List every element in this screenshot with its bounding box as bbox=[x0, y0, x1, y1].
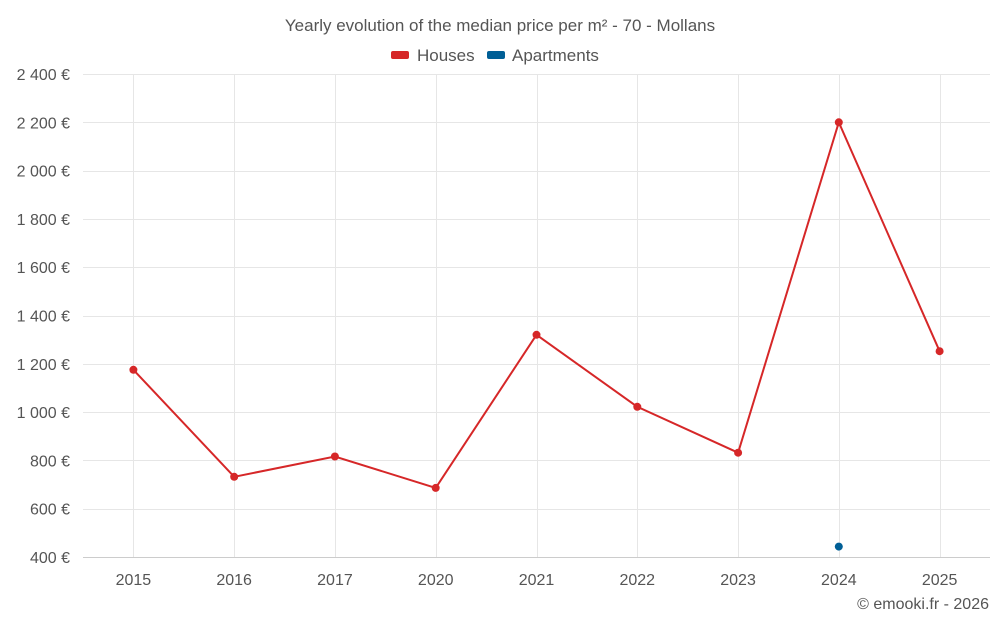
legend-item-apartments[interactable]: Apartments bbox=[487, 46, 599, 65]
x-tick-label: 2025 bbox=[922, 572, 958, 589]
y-tick-label: 1 200 € bbox=[17, 357, 70, 374]
x-tick-label: 2023 bbox=[720, 572, 756, 589]
x-axis-labels: 2015 2016 2017 2020 2021 2022 2023 2024 2025 bbox=[116, 572, 958, 589]
series-layer bbox=[129, 118, 944, 551]
x-tick-label: 2021 bbox=[519, 572, 555, 589]
legend-item-houses[interactable]: Houses bbox=[391, 46, 475, 65]
data-point-houses-2017[interactable] bbox=[330, 452, 339, 461]
data-point-houses-2024[interactable] bbox=[834, 118, 843, 127]
y-tick-label: 400 € bbox=[30, 550, 70, 567]
data-point-houses-2021[interactable] bbox=[532, 330, 541, 339]
data-point-houses-2023[interactable] bbox=[734, 448, 743, 457]
data-point-houses-2016[interactable] bbox=[230, 472, 239, 481]
chart-title: Yearly evolution of the median price per… bbox=[285, 16, 715, 35]
legend: Houses Apartments bbox=[391, 46, 599, 65]
legend-swatch-apartments bbox=[487, 51, 505, 59]
legend-swatch-houses bbox=[391, 51, 409, 59]
y-tick-label: 1 400 € bbox=[17, 309, 70, 326]
x-tick-label: 2017 bbox=[317, 572, 353, 589]
y-tick-label: 600 € bbox=[30, 502, 70, 519]
y-axis-labels: 400 € 600 € 800 € 1 000 € 1 200 € 1 400 € 1 60… bbox=[17, 67, 70, 567]
y-tick-label: 2 000 € bbox=[17, 164, 70, 181]
y-tick-label: 2 400 € bbox=[17, 67, 70, 84]
x-tick-label: 2022 bbox=[619, 572, 655, 589]
data-point-houses-2025[interactable] bbox=[935, 347, 944, 356]
y-tick-label: 1 000 € bbox=[17, 405, 70, 422]
x-tick-label: 2016 bbox=[216, 572, 252, 589]
y-tick-label: 2 200 € bbox=[17, 115, 70, 132]
data-point-houses-2015[interactable] bbox=[129, 365, 138, 374]
legend-label-apartments: Apartments bbox=[512, 46, 599, 65]
x-tick-label: 2020 bbox=[418, 572, 454, 589]
y-tick-label: 1 600 € bbox=[17, 260, 70, 277]
x-tick-label: 2024 bbox=[821, 572, 857, 589]
y-grid bbox=[83, 74, 990, 510]
y-tick-label: 800 € bbox=[30, 453, 70, 470]
y-tick-label: 1 800 € bbox=[17, 212, 70, 229]
x-grid bbox=[133, 74, 941, 557]
credit: © emooki.fr - 2026 bbox=[857, 596, 989, 613]
series-line-houses bbox=[132, 119, 941, 490]
x-tick-label: 2015 bbox=[116, 572, 152, 589]
legend-label-houses: Houses bbox=[417, 46, 475, 65]
data-point-houses-2020[interactable] bbox=[431, 483, 440, 492]
data-point-apartments-2024[interactable] bbox=[834, 542, 843, 551]
data-point-houses-2022[interactable] bbox=[633, 402, 642, 411]
